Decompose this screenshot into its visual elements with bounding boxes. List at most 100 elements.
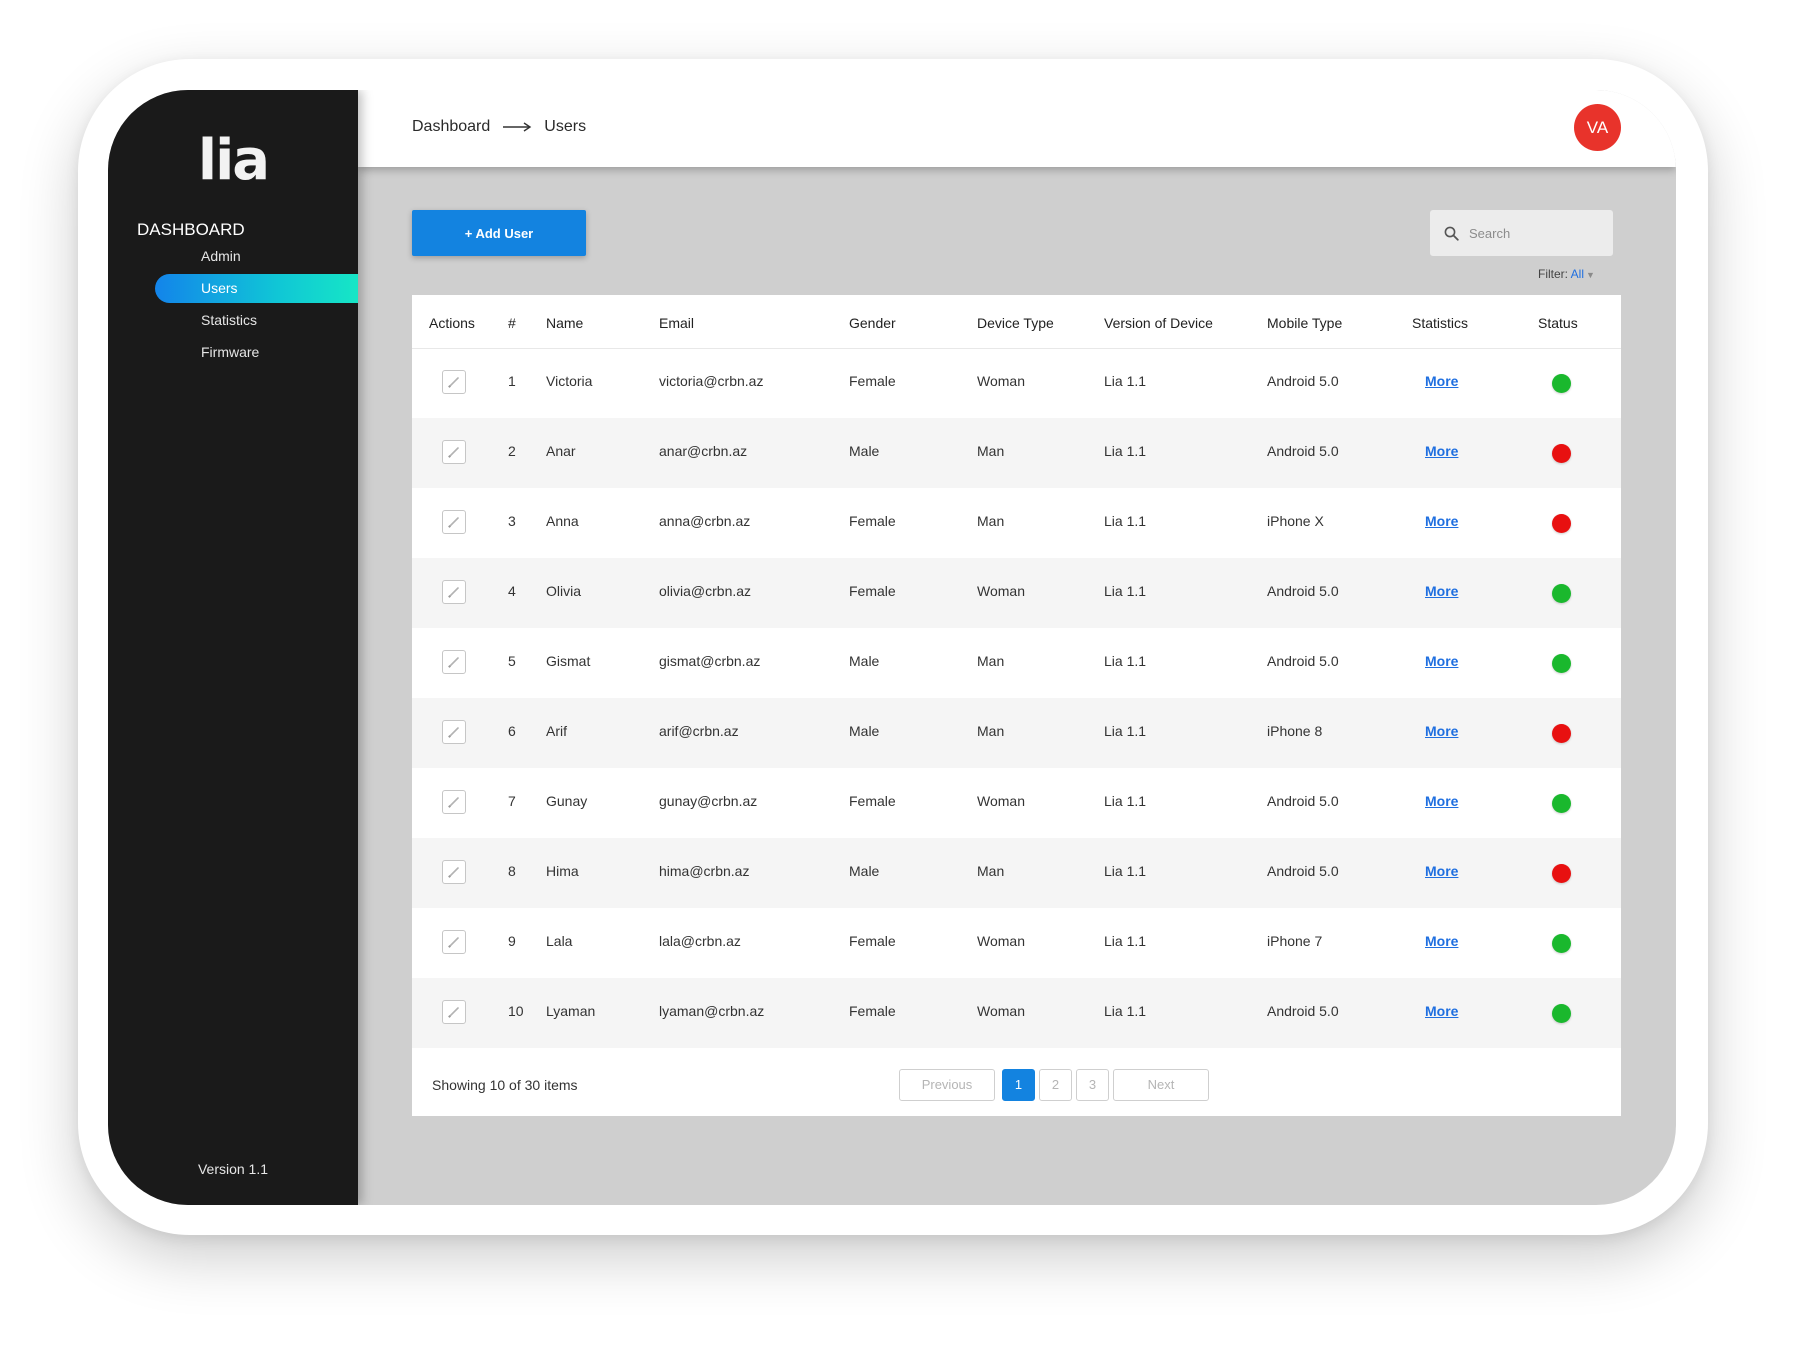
table-row: 8 Hima hima@crbn.az Male Man Lia 1.1 And… [412, 838, 1621, 908]
edit-button[interactable] [442, 510, 466, 534]
page-button-2[interactable]: 2 [1039, 1069, 1072, 1101]
pagination: Previous 1 2 3 Next [412, 1069, 1621, 1101]
chevron-down-icon[interactable]: ▼ [1586, 270, 1595, 280]
statistics-more-link[interactable]: More [1425, 513, 1459, 529]
cell-version: Lia 1.1 [1104, 723, 1147, 739]
next-page-button[interactable]: Next [1113, 1069, 1209, 1101]
edit-button[interactable] [442, 440, 466, 464]
statistics-more-link[interactable]: More [1425, 793, 1459, 809]
pencil-icon [448, 727, 459, 738]
cell-mobile-type: iPhone 7 [1267, 933, 1323, 949]
sidebar-item-statistics[interactable]: Statistics [201, 312, 258, 328]
cell-email: gismat@crbn.az [659, 653, 761, 669]
statistics-more-link[interactable]: More [1425, 863, 1459, 879]
search-input[interactable] [1467, 224, 1601, 242]
cell-number: 7 [508, 793, 516, 809]
cell-number: 1 [508, 373, 516, 389]
status-indicator [1552, 794, 1571, 813]
cell-device-type: Man [977, 723, 1005, 739]
statistics-more-link[interactable]: More [1425, 583, 1459, 599]
table-row: 1 Victoria victoria@crbn.az Female Woman… [412, 348, 1621, 418]
cell-email: hima@crbn.az [659, 863, 750, 879]
column-header-statistics: Statistics [1412, 315, 1469, 331]
statistics-more-link[interactable]: More [1425, 1003, 1459, 1019]
sidebar-item-users[interactable]: Users [155, 274, 358, 303]
sidebar-item-firmware[interactable]: Firmware [201, 344, 260, 360]
cell-email: anar@crbn.az [659, 443, 748, 459]
cell-version: Lia 1.1 [1104, 863, 1147, 879]
table-row: 5 Gismat gismat@crbn.az Male Man Lia 1.1… [412, 628, 1621, 698]
page-button-1[interactable]: 1 [1002, 1069, 1035, 1101]
search-box[interactable] [1430, 210, 1613, 256]
cell-name: Anna [546, 513, 579, 529]
status-indicator [1552, 654, 1571, 673]
statistics-more-link[interactable]: More [1425, 443, 1459, 459]
pencil-icon [448, 377, 459, 388]
cell-name: Hima [546, 863, 579, 879]
cell-gender: Female [849, 583, 896, 599]
arrow-right-icon [503, 122, 532, 132]
edit-button[interactable] [442, 370, 466, 394]
statistics-more-link[interactable]: More [1425, 933, 1459, 949]
previous-page-button[interactable]: Previous [899, 1069, 995, 1101]
cell-name: Olivia [546, 583, 582, 599]
statistics-more-link[interactable]: More [1425, 653, 1459, 669]
users-table-panel: Actions # Name Email Gender Device Type … [412, 295, 1621, 1116]
cell-device-type: Man [977, 443, 1005, 459]
pencil-icon [448, 587, 459, 598]
breadcrumb-users: Users [544, 118, 587, 135]
column-header-name: Name [546, 315, 584, 331]
app-screen: lia DASHBOARD Admin Users Statistics Fir… [108, 90, 1676, 1205]
status-indicator [1552, 444, 1571, 463]
pencil-icon [448, 867, 459, 878]
edit-button[interactable] [442, 860, 466, 884]
cell-device-type: Woman [977, 583, 1025, 599]
cell-email: arif@crbn.az [659, 723, 739, 739]
cell-gender: Male [849, 863, 880, 879]
version-label: Version 1.1 [197, 1161, 269, 1177]
table-row: 10 Lyaman lyaman@crbn.az Female Woman Li… [412, 978, 1621, 1048]
page-button-3[interactable]: 3 [1076, 1069, 1109, 1101]
cell-device-type: Man [977, 863, 1005, 879]
cell-number: 5 [508, 653, 516, 669]
pencil-icon [448, 657, 459, 668]
sidebar-item-admin[interactable]: Admin [201, 248, 241, 264]
edit-button[interactable] [442, 1000, 466, 1024]
column-header-mobile-type: Mobile Type [1267, 315, 1343, 331]
cell-name: Gunay [546, 793, 588, 809]
table-row: 4 Olivia olivia@crbn.az Female Woman Lia… [412, 558, 1621, 628]
cell-device-type: Woman [977, 793, 1025, 809]
cell-version: Lia 1.1 [1104, 513, 1147, 529]
column-header-version: Version of Device [1104, 315, 1213, 331]
app-logo: lia [197, 128, 270, 193]
status-indicator [1552, 864, 1571, 883]
pencil-icon [448, 447, 459, 458]
sidebar-heading-dashboard[interactable]: DASHBOARD [137, 220, 245, 239]
edit-button[interactable] [442, 930, 466, 954]
cell-email: lala@crbn.az [659, 933, 741, 949]
cell-number: 10 [508, 1003, 524, 1019]
edit-button[interactable] [442, 650, 466, 674]
cell-version: Lia 1.1 [1104, 1003, 1147, 1019]
add-user-button[interactable]: + Add User [412, 210, 586, 256]
column-header-status: Status [1538, 315, 1578, 331]
filter-control[interactable]: Filter: All ▼ [1538, 267, 1595, 281]
edit-button[interactable] [442, 580, 466, 604]
breadcrumb-dashboard[interactable]: Dashboard [412, 118, 491, 135]
cell-gender: Female [849, 1003, 896, 1019]
cell-number: 3 [508, 513, 516, 529]
statistics-more-link[interactable]: More [1425, 373, 1459, 389]
breadcrumb: Dashboard Users [412, 118, 586, 136]
cell-email: victoria@crbn.az [659, 373, 764, 389]
cell-number: 9 [508, 933, 516, 949]
edit-button[interactable] [442, 720, 466, 744]
edit-button[interactable] [442, 790, 466, 814]
cell-mobile-type: iPhone X [1267, 513, 1324, 529]
cell-mobile-type: Android 5.0 [1267, 863, 1339, 879]
filter-value[interactable]: All [1570, 267, 1585, 281]
avatar[interactable]: VA [1574, 104, 1621, 151]
statistics-more-link[interactable]: More [1425, 723, 1459, 739]
items-count: Showing 10 of 30 items [432, 1077, 578, 1093]
pencil-icon [448, 797, 459, 808]
cell-mobile-type: Android 5.0 [1267, 583, 1339, 599]
